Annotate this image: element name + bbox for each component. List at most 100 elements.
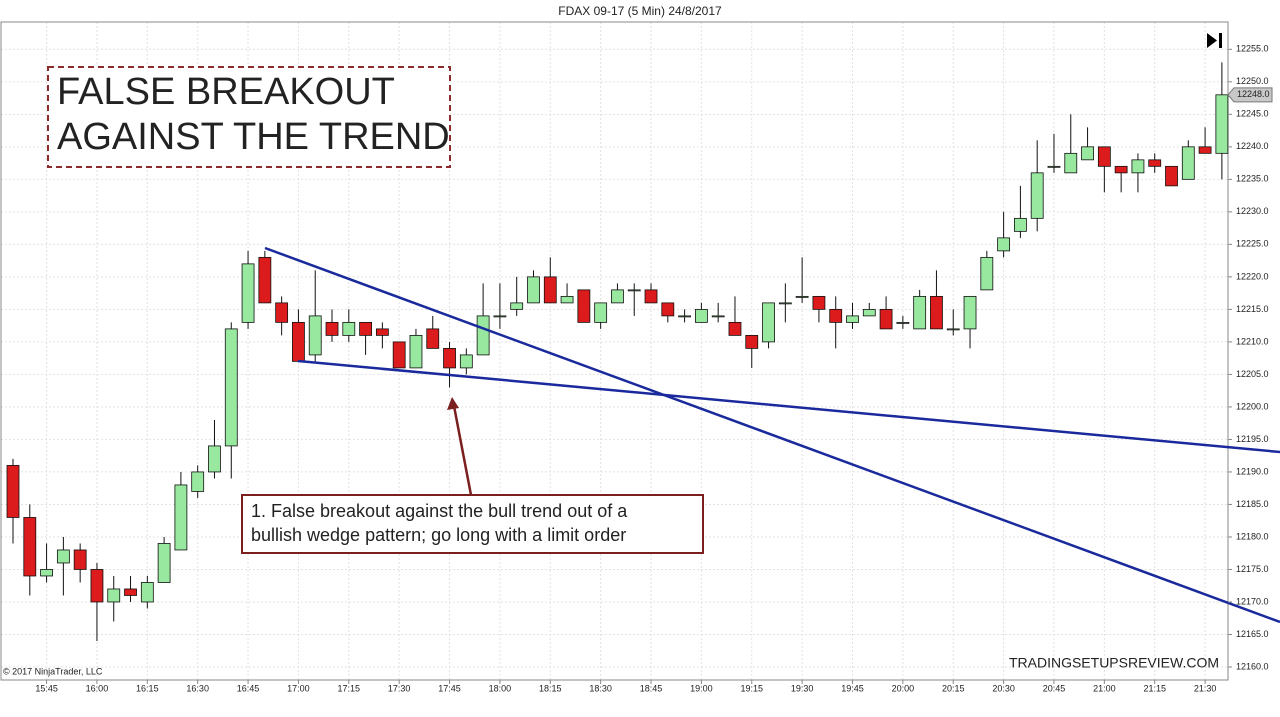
scroll-end-icon[interactable] [1207, 33, 1217, 48]
candle-body [1131, 159, 1145, 174]
candle-body [694, 308, 708, 323]
candle-body [728, 321, 742, 336]
candle-body [275, 302, 289, 323]
candle-body [1181, 146, 1195, 180]
candle-body [577, 289, 591, 323]
candle-body [1114, 165, 1128, 174]
candle-body [829, 308, 843, 323]
candle-body [560, 295, 574, 304]
x-tick-label: 19:15 [740, 683, 763, 693]
candle-body [1081, 146, 1094, 161]
x-tick-label: 16:15 [136, 683, 159, 693]
y-tick-label: 12195.0 [1236, 434, 1269, 444]
candle-body [174, 484, 188, 551]
candle-body [997, 237, 1011, 252]
x-tick-label: 21:15 [1143, 683, 1166, 693]
candle-body [493, 315, 507, 318]
x-tick-label: 18:30 [589, 683, 612, 693]
candle-body [862, 308, 876, 317]
candle-body [443, 347, 456, 369]
candle-body [795, 295, 809, 298]
axis: 12160.0 12165.0 12170.0 12175.0 12180.0 12185… [35, 44, 1273, 693]
y-tick-label: 12185.0 [1236, 499, 1269, 509]
last-price-label: 12248.0 [1237, 89, 1270, 99]
headline: AGAINST THE TREND [57, 116, 450, 158]
x-tick-label: 18:15 [539, 683, 562, 693]
x-tick-label: 17:15 [338, 683, 361, 693]
candles [6, 62, 1229, 641]
arrow [452, 405, 473, 496]
x-tick-label: 20:00 [892, 683, 915, 693]
x-tick-label: 15:45 [35, 683, 58, 693]
x-tick-label: 17:45 [438, 683, 461, 693]
trend-line [264, 246, 1280, 624]
candle-body [191, 471, 205, 492]
candle-body [930, 295, 943, 330]
candle-body [913, 295, 927, 330]
candle-body [963, 295, 977, 330]
candle-body [157, 543, 171, 583]
candle-body [527, 276, 540, 304]
y-tick-label: 12215.0 [1236, 304, 1269, 314]
x-tick-label: 17:30 [388, 683, 411, 693]
x-tick-label: 20:15 [942, 683, 965, 693]
x-tick-label: 21:30 [1194, 683, 1217, 693]
candle-body [594, 302, 608, 323]
y-tick-label: 12200.0 [1236, 401, 1269, 411]
candle-body [1165, 165, 1178, 187]
candle-body [778, 302, 792, 305]
candle-body [611, 289, 624, 304]
candle-body [292, 321, 305, 362]
plot-frame [0, 21, 1229, 681]
candle-body [375, 328, 389, 336]
y-tick-label: 12220.0 [1236, 271, 1269, 281]
y-tick-label: 12225.0 [1236, 239, 1269, 249]
x-tick-label: 19:45 [841, 683, 864, 693]
scroll-end-icon[interactable] [1219, 33, 1222, 48]
candle-body [661, 302, 675, 317]
note: bullish wedge pattern; go long with a li… [251, 525, 626, 545]
candle-body [896, 321, 910, 324]
candle-body [745, 334, 759, 349]
candle-body [1215, 94, 1229, 154]
candle-body [510, 302, 524, 310]
note-box [241, 494, 704, 554]
candle-body [208, 445, 221, 473]
candle-body [1064, 152, 1078, 174]
candle-body [90, 569, 104, 603]
candle-body [711, 315, 725, 318]
candle-body [325, 321, 339, 336]
y-tick-label: 12235.0 [1236, 174, 1269, 184]
candle-body [426, 328, 440, 349]
candle-body [879, 308, 893, 330]
headline: FALSE BREAKOUT [57, 71, 395, 113]
candle-body [846, 315, 859, 323]
candle-body [627, 289, 641, 292]
x-tick-label: 19:30 [791, 683, 814, 693]
x-tick-label: 18:00 [489, 683, 512, 693]
y-tick-label: 12255.0 [1236, 44, 1269, 54]
candle-body [258, 256, 272, 304]
y-tick-label: 12190.0 [1236, 466, 1269, 476]
y-tick-label: 12175.0 [1236, 564, 1269, 574]
y-tick-label: 12180.0 [1236, 531, 1269, 541]
candle-body [73, 549, 87, 570]
chart-title: FDAX 09-17 (5 Min) 24/8/2017 [558, 4, 722, 18]
headline-box [47, 66, 451, 168]
candle-body [980, 256, 994, 291]
note: 1. False breakout against the bull trend… [251, 501, 628, 521]
candle-body [1014, 217, 1027, 232]
x-tick-label: 18:45 [640, 683, 663, 693]
candle-body [224, 328, 238, 447]
x-tick-label: 21:00 [1093, 683, 1116, 693]
candle-body [543, 276, 557, 304]
candle-body [1030, 172, 1044, 219]
y-tick-label: 12240.0 [1236, 141, 1269, 151]
candle-body [40, 569, 53, 577]
x-tick-label: 20:30 [992, 683, 1015, 693]
x-tick-label: 20:45 [1043, 683, 1066, 693]
candle-body [678, 315, 691, 318]
y-tick-label: 12230.0 [1236, 206, 1269, 216]
candle-body [140, 582, 154, 603]
